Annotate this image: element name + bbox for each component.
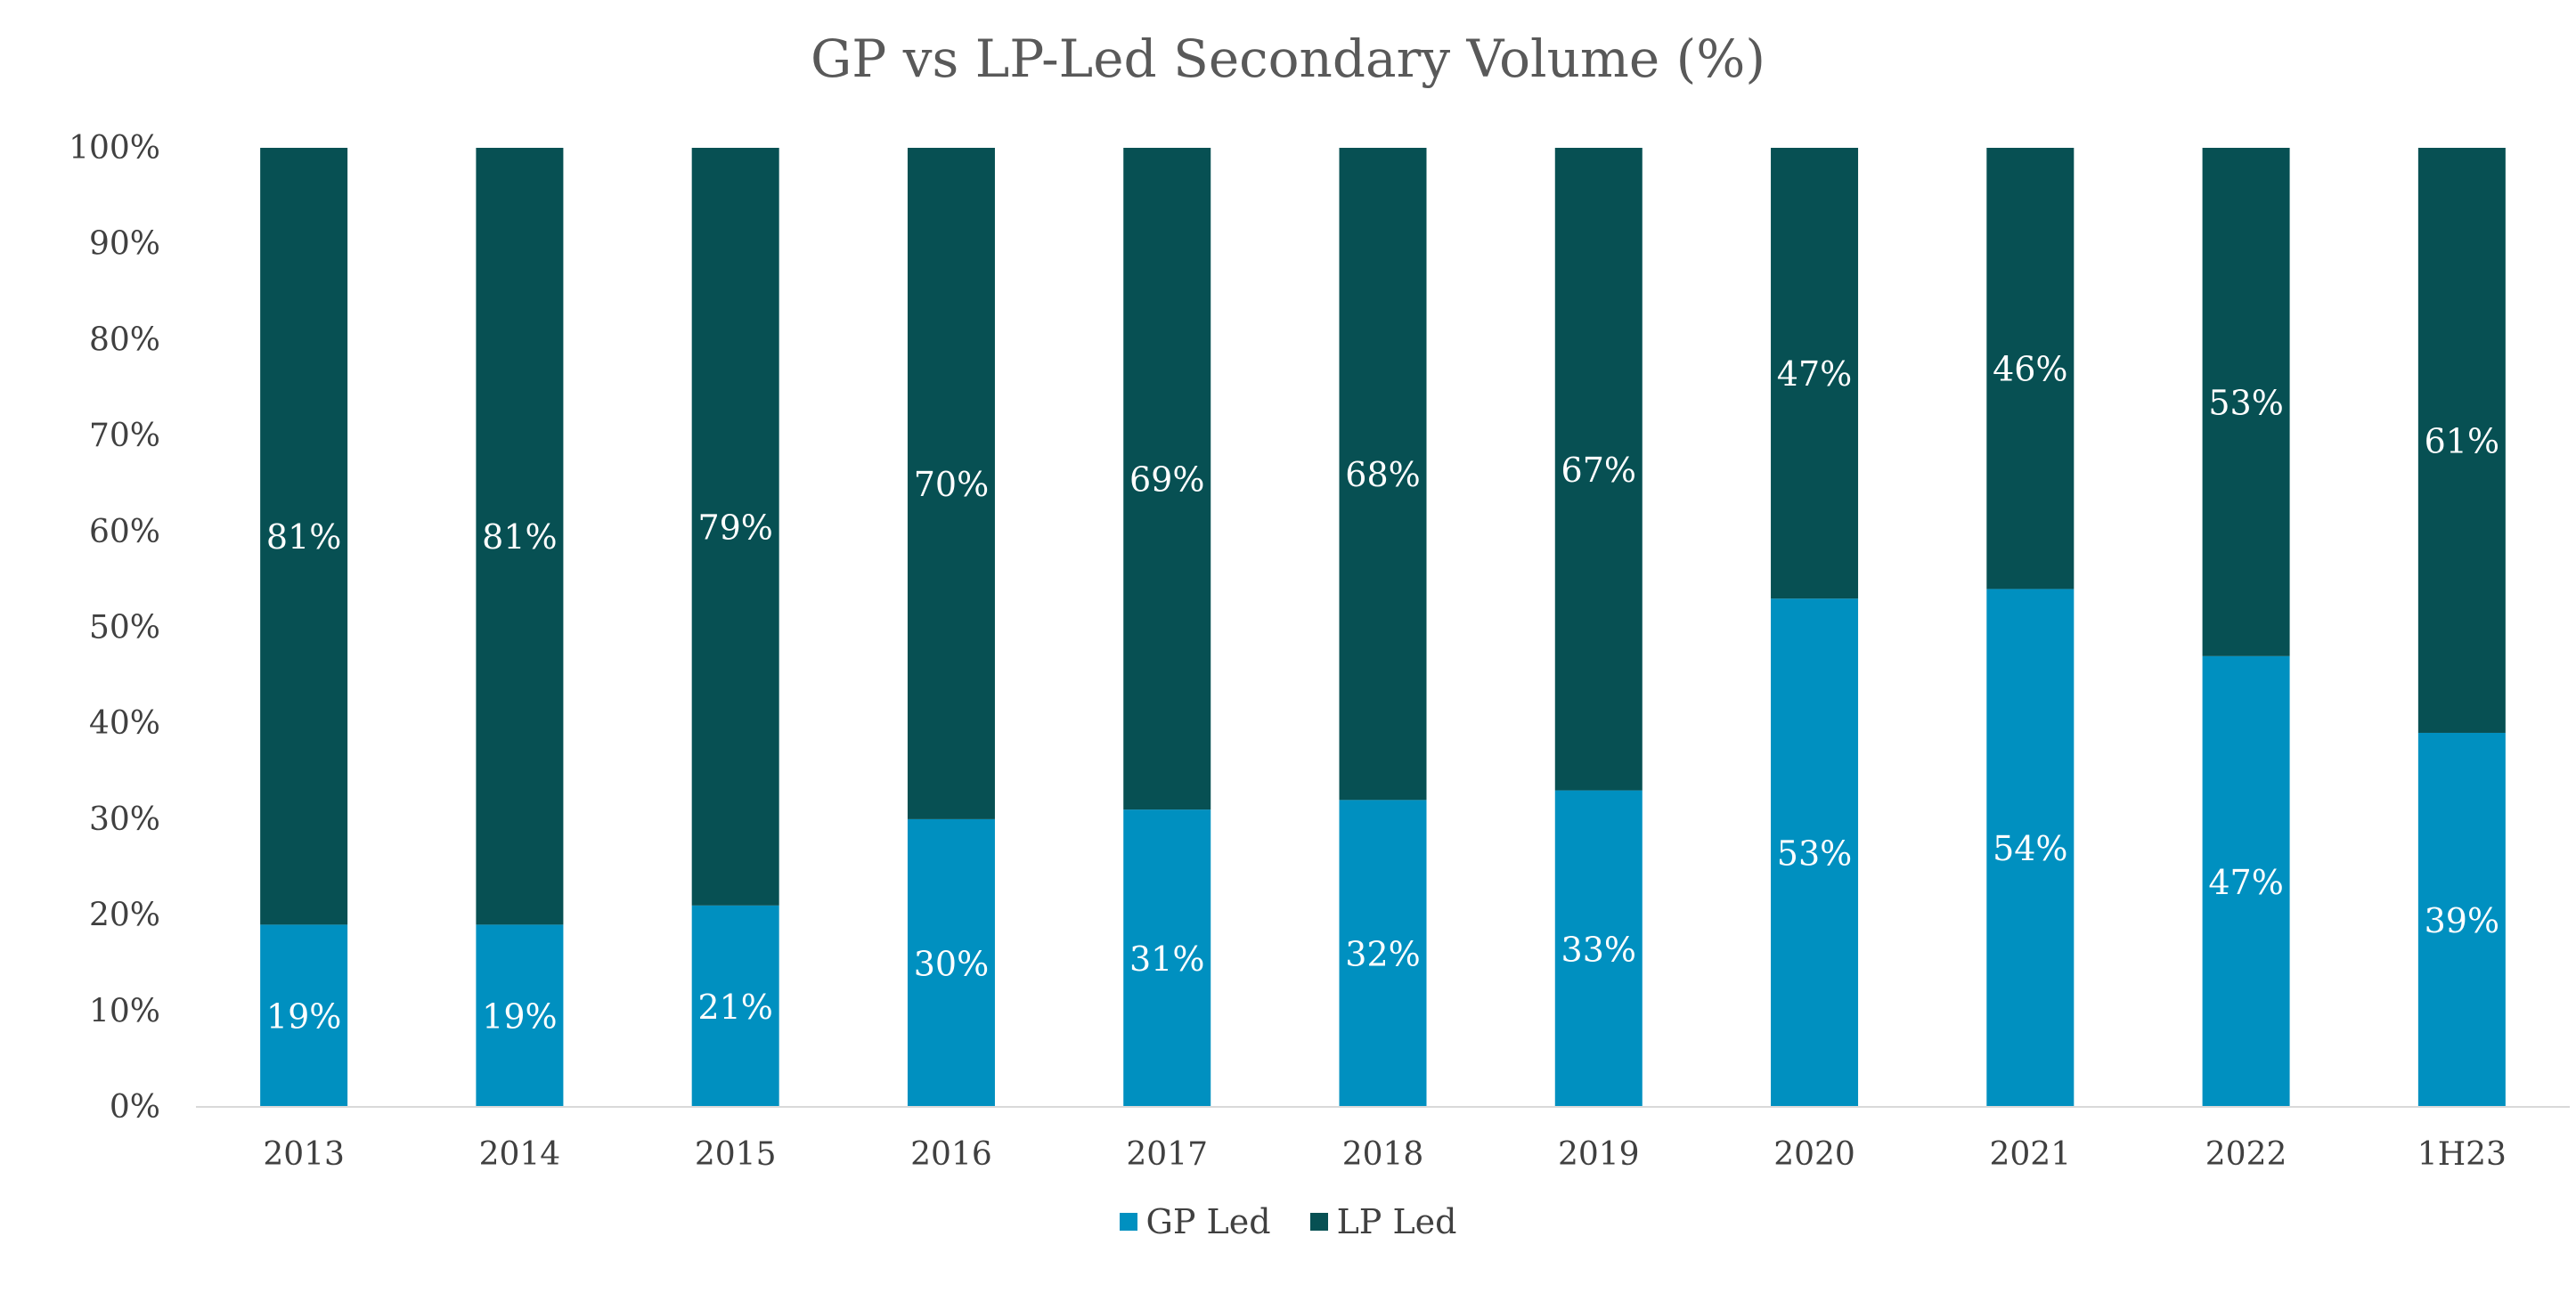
legend-item-gp-led: GP Led xyxy=(1119,1202,1271,1241)
bar-lp-led xyxy=(1771,148,1859,599)
y-tick-label: 90% xyxy=(89,226,160,263)
data-label-gp-led: 31% xyxy=(1129,939,1204,979)
bar-lp-led xyxy=(1554,148,1643,791)
bar-lp-led xyxy=(2202,148,2290,656)
data-label-lp-led: 46% xyxy=(1993,350,2067,389)
data-label-lp-led: 47% xyxy=(1777,354,1852,394)
bar-lp-led xyxy=(1339,148,1427,801)
data-label-lp-led: 68% xyxy=(1345,455,1420,494)
x-tick-label: 2014 xyxy=(479,1136,561,1173)
y-tick-label: 20% xyxy=(89,898,160,934)
bar-gp-led xyxy=(260,924,348,1107)
bar-lp-led xyxy=(260,148,348,925)
bar-lp-led xyxy=(1123,148,1211,810)
data-label-gp-led: 54% xyxy=(1993,829,2067,868)
data-label-gp-led: 19% xyxy=(482,997,557,1037)
y-tick-label: 50% xyxy=(89,610,160,646)
y-tick-label: 30% xyxy=(89,801,160,838)
x-tick-label: 2022 xyxy=(2205,1136,2287,1173)
y-tick-label: 0% xyxy=(110,1089,160,1126)
bar-gp-led xyxy=(691,905,779,1107)
data-label-lp-led: 81% xyxy=(266,517,341,557)
x-tick-label: 2017 xyxy=(1126,1136,1208,1173)
data-label-lp-led: 70% xyxy=(914,465,989,504)
x-tick-label: 1H23 xyxy=(2417,1136,2507,1173)
x-tick-label: 2018 xyxy=(1342,1136,1424,1173)
bar-lp-led xyxy=(1986,148,2075,590)
data-label-lp-led: 69% xyxy=(1129,460,1204,500)
legend-swatch-lp-led xyxy=(1309,1213,1328,1231)
data-label-gp-led: 32% xyxy=(1345,935,1420,974)
bar-lp-led xyxy=(691,148,779,906)
legend-item-lp-led: LP Led xyxy=(1309,1202,1457,1241)
legend-label-lp-led: LP Led xyxy=(1336,1202,1457,1241)
data-label-lp-led: 81% xyxy=(482,517,557,557)
data-label-gp-led: 30% xyxy=(914,944,989,983)
bar-gp-led xyxy=(1771,598,1859,1107)
bar-lp-led xyxy=(907,148,995,819)
y-tick-label: 70% xyxy=(89,418,160,454)
data-label-lp-led: 67% xyxy=(1561,451,1636,490)
x-tick-label: 2015 xyxy=(695,1136,777,1173)
x-tick-label: 2021 xyxy=(1990,1136,2072,1173)
bar-lp-led xyxy=(2417,148,2506,733)
x-tick-label: 2019 xyxy=(1558,1136,1640,1173)
data-label-gp-led: 47% xyxy=(2208,863,2283,902)
bar-lp-led xyxy=(476,148,564,925)
x-tick-label: 2020 xyxy=(1773,1136,1855,1173)
x-tick-label: 2016 xyxy=(910,1136,992,1173)
data-label-lp-led: 53% xyxy=(2208,383,2283,422)
bar-gp-led xyxy=(2202,655,2290,1107)
x-tick-label: 2013 xyxy=(263,1136,345,1173)
data-label-lp-led: 61% xyxy=(2425,421,2499,460)
y-tick-label: 100% xyxy=(69,130,160,167)
y-tick-label: 40% xyxy=(89,705,160,742)
legend-swatch-gp-led xyxy=(1119,1213,1137,1231)
bar-gp-led xyxy=(476,924,564,1107)
data-label-lp-led: 79% xyxy=(697,508,772,547)
bar-gp-led xyxy=(1986,589,2075,1107)
data-label-gp-led: 39% xyxy=(2425,901,2499,940)
legend-label-gp-led: GP Led xyxy=(1145,1202,1271,1241)
bar-gp-led xyxy=(907,818,995,1107)
bar-gp-led xyxy=(1123,809,1211,1107)
y-tick-label: 80% xyxy=(89,321,160,358)
chart-title: GP vs LP-Led Secondary Volume (%) xyxy=(810,28,1766,89)
y-tick-label: 10% xyxy=(89,993,160,1029)
chart-legend: GP Led LP Led xyxy=(0,1202,2576,1241)
data-label-gp-led: 19% xyxy=(266,997,341,1037)
bar-gp-led xyxy=(1554,790,1643,1107)
data-label-gp-led: 33% xyxy=(1561,930,1636,969)
data-label-gp-led: 53% xyxy=(1777,834,1852,874)
bar-gp-led xyxy=(2417,732,2506,1107)
y-tick-label: 60% xyxy=(89,514,160,550)
bar-gp-led xyxy=(1339,800,1427,1107)
data-label-gp-led: 21% xyxy=(697,988,772,1027)
